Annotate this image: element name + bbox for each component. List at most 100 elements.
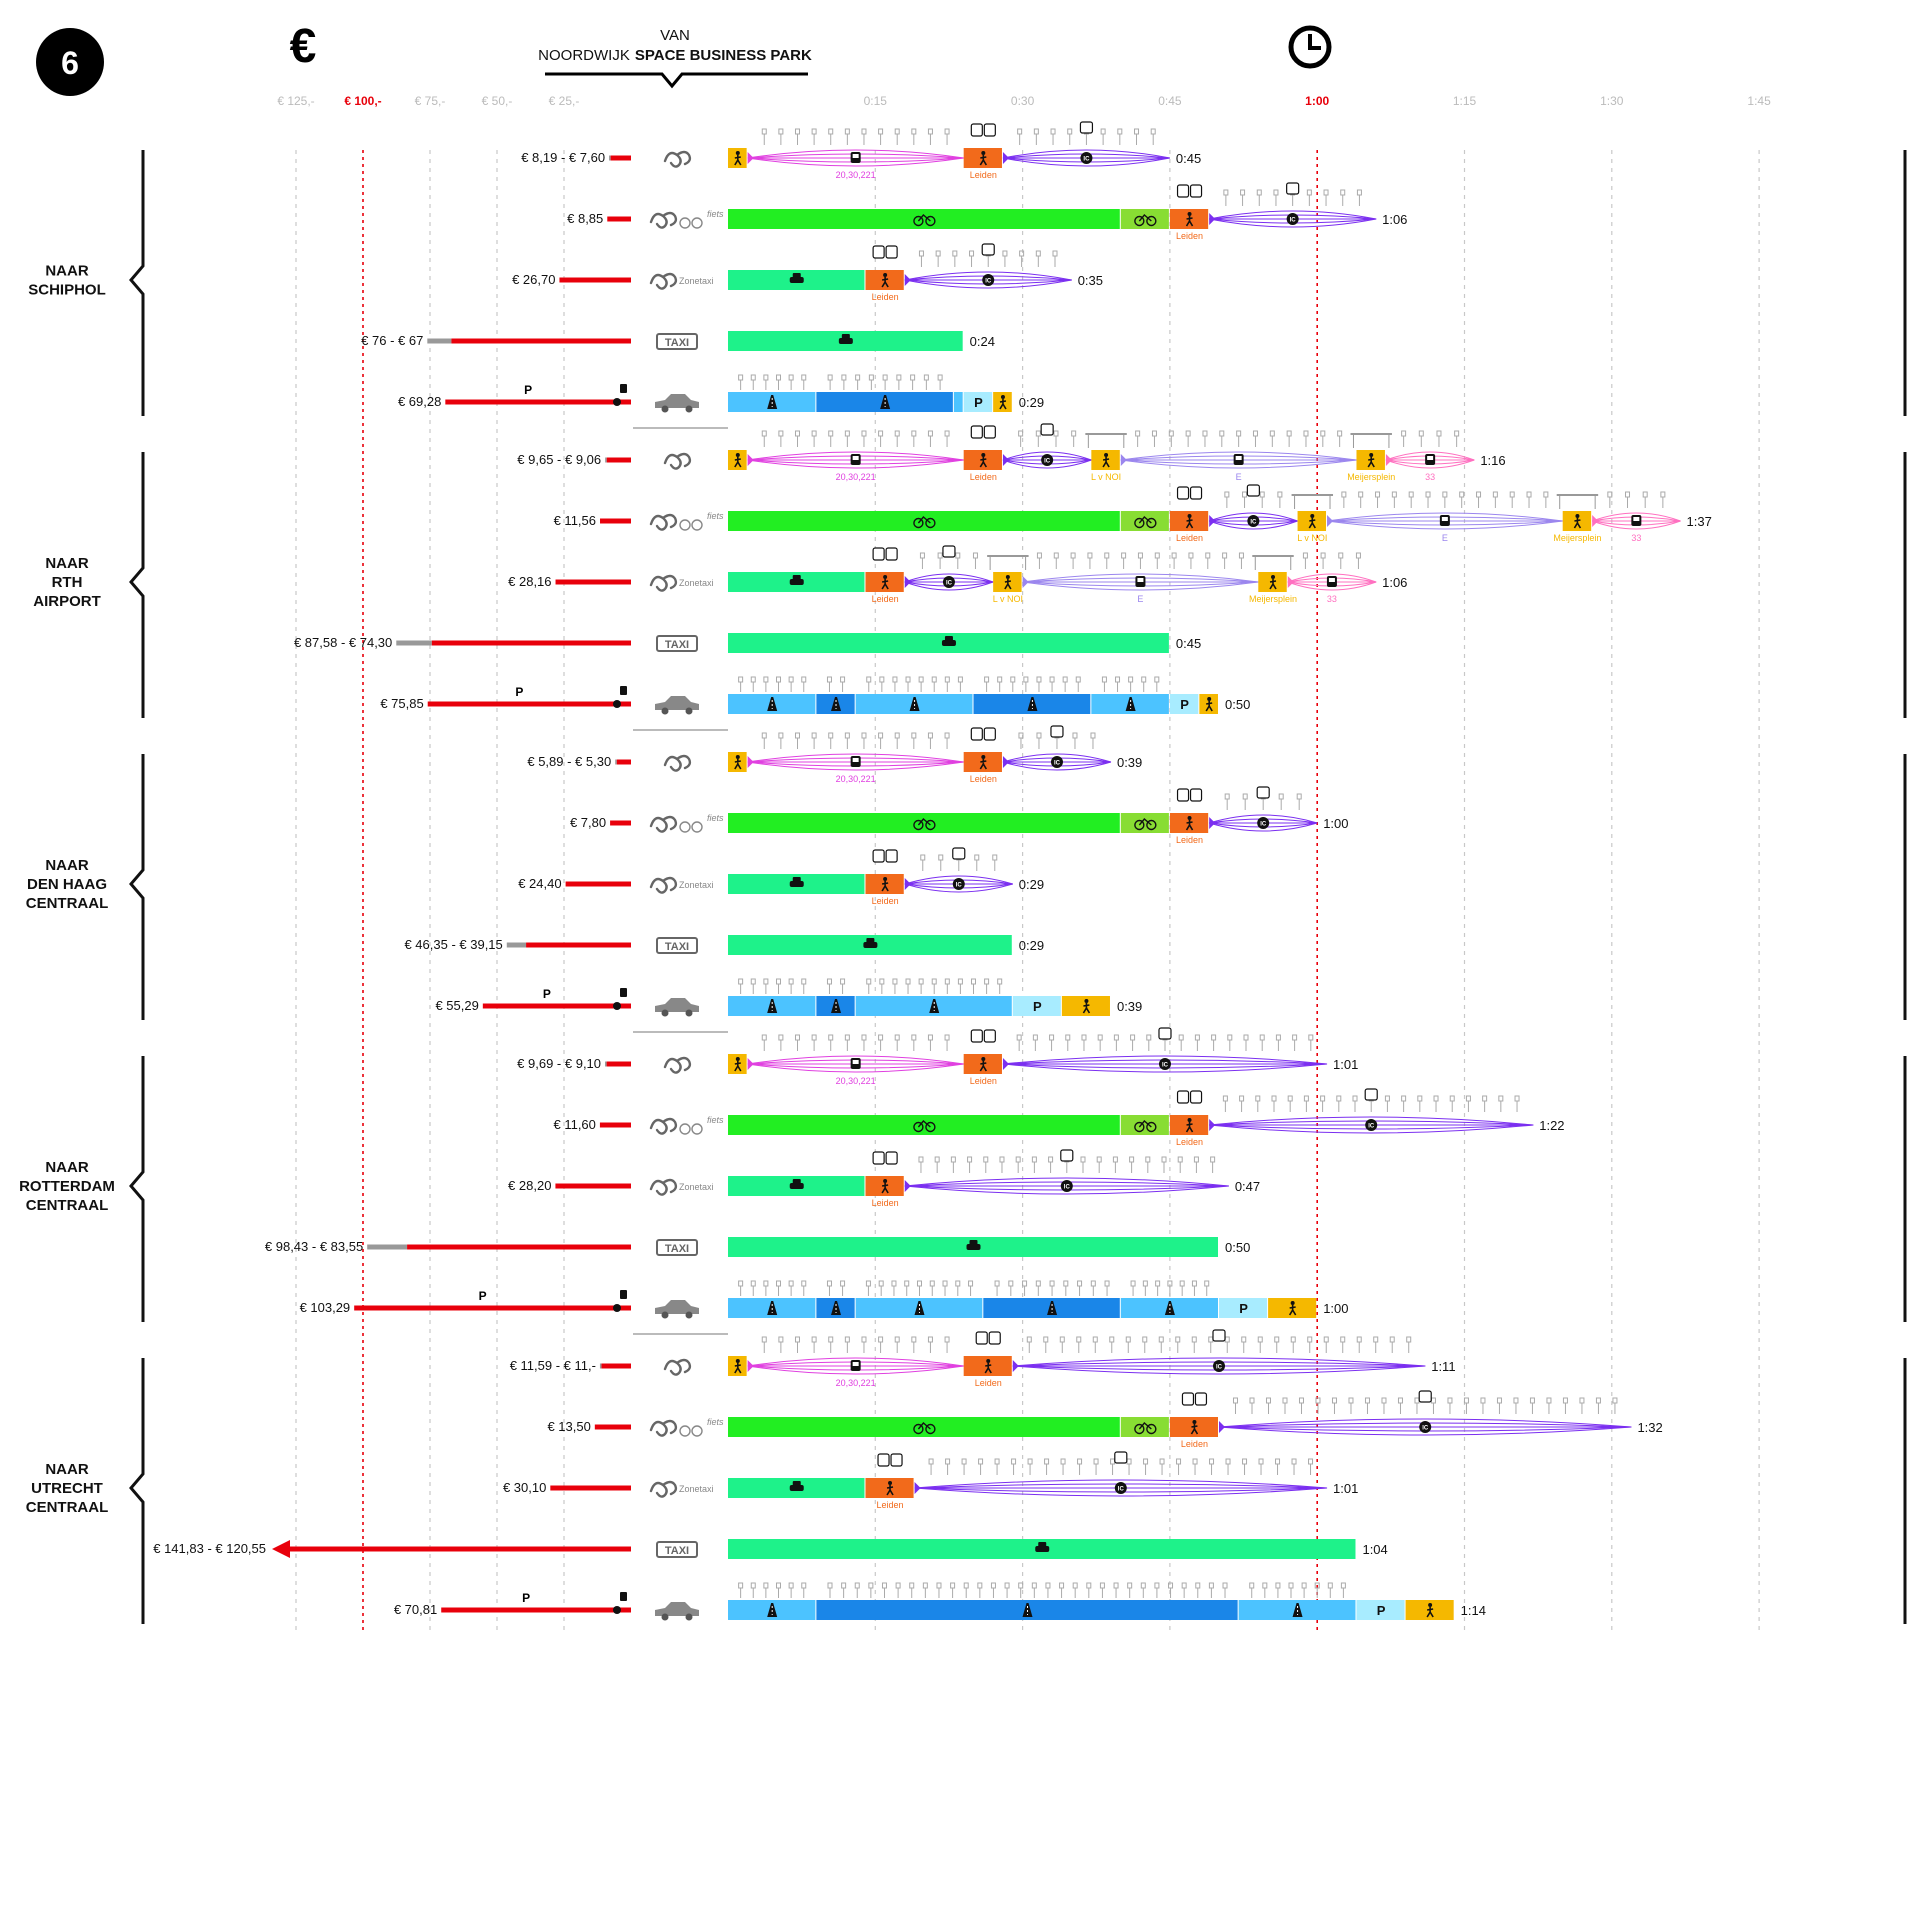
walking-person-icon: [999, 399, 1007, 410]
stop-sign: [994, 1458, 1000, 1465]
road-sign: [788, 676, 794, 683]
route-line: [1218, 1418, 1632, 1428]
walking-person-icon: [888, 1481, 893, 1485]
route-row-zonetaxi: € 28,16 Zonetaxi Leiden IC L v NOI E Meijerspl…: [508, 545, 1407, 604]
segment-bike_park: [1120, 511, 1169, 531]
route-line: [1385, 459, 1475, 469]
walking-person-icon: [881, 881, 889, 892]
segment-walk: [728, 1356, 747, 1376]
road-sign: [1340, 1582, 1346, 1589]
route-row-fiets: € 7,80 fiets Leiden IC 1:00: [570, 786, 1349, 845]
walking-person-icon: [1269, 579, 1277, 590]
road-sign: [776, 374, 782, 381]
road-sign: [750, 1280, 756, 1287]
segment-train: IC: [1012, 1329, 1426, 1375]
price-label: € 11,60: [553, 1117, 595, 1132]
window: [852, 758, 859, 762]
price-label: € 26,70: [512, 272, 555, 287]
segment-parking: P: [1012, 996, 1061, 1016]
bicycle-icon: [1138, 818, 1152, 826]
fiets-label: fiets: [707, 1115, 724, 1125]
route-line: [1022, 581, 1259, 591]
bicycle-icon: [925, 215, 936, 227]
stop-sign: [1308, 1458, 1314, 1465]
car-icon: [792, 877, 801, 882]
destination-title: NAAR: [45, 1461, 88, 1478]
segment-walk: [728, 1054, 747, 1074]
ic-label: IC: [1083, 157, 1090, 163]
departure-marker: [904, 274, 911, 286]
walking-person-icon: [886, 1485, 894, 1496]
segment-bar: [1169, 694, 1199, 714]
car-icon: [792, 1481, 801, 1486]
walking-person-icon: [1185, 820, 1194, 831]
stop-sign: [1049, 1034, 1055, 1041]
walking-person-icon: [1290, 1301, 1295, 1305]
ic-label: IC: [985, 279, 992, 285]
stop-sign: [1252, 430, 1258, 437]
time-tick-label: 1:00: [1305, 94, 1329, 108]
stop-sign: [1255, 1095, 1261, 1102]
stop-sign: [1175, 1336, 1181, 1343]
bicycle-icon: [1134, 1423, 1145, 1435]
stop-sign: [1143, 1458, 1149, 1465]
route-line: [747, 1063, 964, 1073]
stop-sign: [944, 732, 950, 739]
stop-sign: [1044, 1458, 1050, 1465]
road-sign: [1045, 1582, 1051, 1589]
road-sign: [763, 978, 769, 985]
segment-bar: [1356, 1600, 1405, 1620]
walking-person-icon: [1367, 457, 1375, 468]
stop-sign: [1211, 1034, 1217, 1041]
bicycle-icon: [917, 214, 931, 222]
duration-label: 0:45: [1176, 636, 1201, 651]
stop-sign: [999, 1156, 1005, 1163]
auto-mode-icon: [655, 394, 699, 413]
stop-sign: [1384, 1095, 1390, 1102]
walking-person-icon: [1187, 816, 1192, 820]
station-label: Leiden: [872, 1198, 899, 1208]
route-row-auto: € 69,28 P P 0:29: [398, 374, 1044, 413]
stop-sign: [911, 1034, 917, 1041]
bicycle-icon: [679, 519, 691, 531]
destination-title: SCHIPHOL: [28, 282, 106, 299]
departure-marker: [1287, 576, 1294, 588]
segment-bike_park: [1120, 1115, 1169, 1135]
road-sign: [963, 1582, 969, 1589]
stop-sign: [1364, 1397, 1370, 1404]
taxi-label: TAXI: [665, 639, 689, 651]
route-line: [1209, 210, 1377, 220]
station-label: L v NOI: [993, 594, 1023, 604]
road-sign: [892, 676, 898, 683]
segment-transfer: Leiden: [1169, 184, 1209, 241]
segment-bus33: 33: [1385, 430, 1475, 482]
intercity-icon: [1257, 817, 1270, 829]
stop-sign: [1526, 491, 1532, 498]
road-sign: [788, 1582, 794, 1589]
stop-sign: [1210, 1156, 1216, 1163]
auto-mode-icon: [655, 998, 699, 1017]
destination-title: CENTRAAL: [26, 1499, 109, 1516]
stop-sign: [1129, 1156, 1135, 1163]
route-line: [1209, 520, 1298, 530]
segment-bus33: 33: [1591, 491, 1681, 543]
segment-walk: [1405, 1600, 1454, 1620]
departure-marker: [904, 1180, 911, 1192]
wifi-icon: [1079, 121, 1094, 134]
parking-icon: P: [974, 395, 983, 410]
route-line: [747, 451, 964, 461]
price-label: € 30,10: [503, 1480, 546, 1495]
road-sign: [1140, 1582, 1146, 1589]
route-row-ov: € 11,59 - € 11,- 20,30,221 Leiden IC 1:11: [510, 1329, 1456, 1388]
road-sign: [868, 374, 874, 381]
stop-sign: [1097, 1034, 1103, 1041]
road-sign: [750, 1582, 756, 1589]
stop-sign: [844, 1034, 850, 1041]
car-icon: [789, 277, 804, 283]
road-sign: [763, 1280, 769, 1287]
road-sign: [827, 374, 833, 381]
zonetaxi-mode-icon: Zonetaxi: [649, 272, 714, 290]
segment-bike: [728, 511, 1120, 531]
road-sign: [763, 374, 769, 381]
